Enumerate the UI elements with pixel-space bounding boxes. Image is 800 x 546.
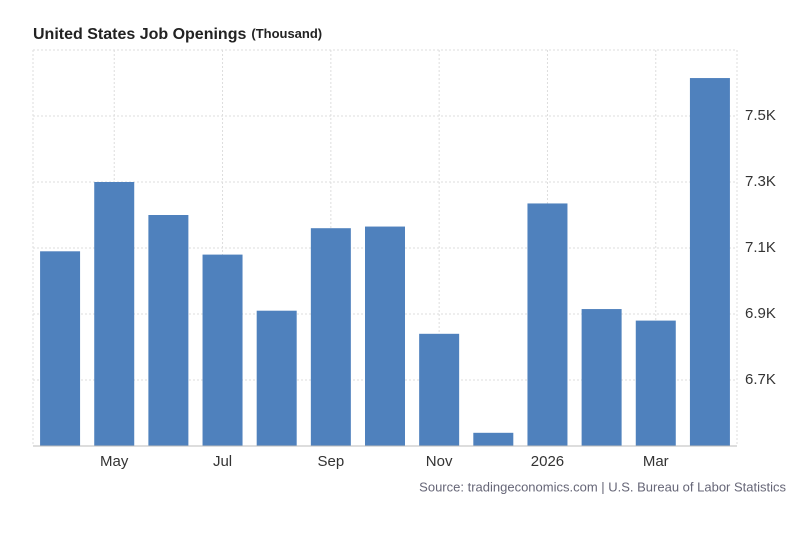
title-unit: (Thousand): [251, 26, 322, 41]
bar: [148, 215, 189, 446]
y-tick-label: 7.3K: [745, 173, 776, 190]
bar: [635, 320, 676, 446]
chart-title: United States Job Openings (Thousand): [33, 26, 322, 43]
source: Source: tradingeconomics.com | U.S. Bure…: [419, 479, 786, 494]
x-tick-label: 2026: [531, 453, 564, 470]
y-tick-label: 7.5K: [745, 107, 776, 124]
bar: [689, 78, 730, 447]
y-tick-label: 6.7K: [745, 371, 776, 388]
x-tick-label: May: [100, 453, 129, 470]
bar: [94, 182, 135, 446]
x-tick-label: Sep: [317, 453, 344, 470]
bar: [365, 226, 405, 446]
bar: [473, 432, 514, 446]
bar: [40, 251, 81, 446]
bar: [419, 333, 460, 446]
x-tick-label: Jul: [213, 453, 232, 470]
bar: [581, 309, 622, 446]
y-tick-label: 6.9K: [745, 305, 776, 322]
title-main: United States Job Openings: [33, 26, 246, 43]
x-tick-label: Mar: [643, 453, 669, 470]
y-tick-label: 7.1K: [745, 239, 776, 256]
bar: [310, 228, 351, 446]
x-tick-label: Nov: [426, 453, 453, 470]
bar: [256, 310, 297, 446]
bar: [202, 254, 243, 446]
bar: [527, 203, 568, 446]
